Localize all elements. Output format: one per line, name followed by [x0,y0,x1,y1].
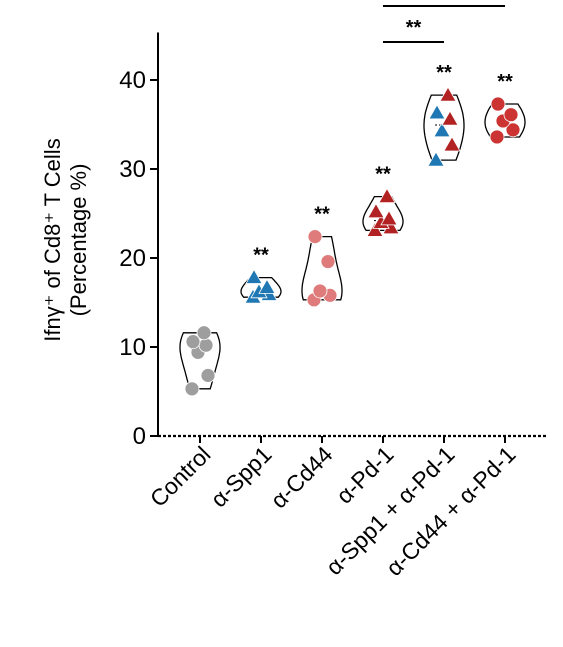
y-axis-title-line2: (Percentage %) [66,164,91,317]
data-point [443,136,461,152]
y-tick-label: 0 [133,423,146,450]
y-tick-label: 40 [119,67,146,94]
data-point [439,86,457,102]
x-tick-label: α-Cd44 [265,441,337,513]
data-point [380,210,398,226]
tick-labels: 010203040Controlα-Spp1α-Cd44α-Pd-1α-Spp1… [119,67,520,581]
y-axis-title: Ifnγ⁺ of Cd8⁺ T Cells (Percentage %) [40,138,91,341]
data-point [307,229,323,245]
data-point [505,122,521,138]
significance-label: ** [375,164,391,186]
violins [179,94,526,390]
violin-outline [179,332,221,390]
data-point [503,107,519,123]
significance-label: ** [314,204,330,226]
violin-outline [423,94,465,161]
violin-outline [362,195,404,232]
data-point [184,381,200,397]
data-point [427,151,445,167]
data-points [184,86,521,397]
data-point [433,121,451,138]
data-point [366,221,384,237]
data-point [185,334,201,350]
data-point [441,110,459,126]
x-tick-label: Control [145,441,216,512]
data-point [198,337,214,353]
data-point [245,268,263,284]
x-tick-label: α-Spp1 [205,441,276,512]
data-point [428,104,446,120]
data-point [312,283,328,299]
significance-label: ** [436,62,452,84]
y-axis-title-line1: Ifnγ⁺ of Cd8⁺ T Cells [40,138,65,341]
data-point [489,129,505,145]
y-tick-label: 10 [119,334,146,361]
y-tick-label: 30 [119,156,146,183]
y-tick-label: 20 [119,245,146,272]
significance-annotations: ** ** ** ** ** ** [253,5,513,267]
data-point [490,96,506,112]
significance-label: ** [497,71,513,93]
data-point [367,202,385,219]
significance-label: ** [253,245,269,267]
data-point [196,325,212,341]
axes [150,32,548,443]
data-point [378,187,396,203]
data-point [258,278,276,294]
data-point [200,368,216,383]
comparison-label: ** [406,17,422,39]
data-point [320,254,336,269]
